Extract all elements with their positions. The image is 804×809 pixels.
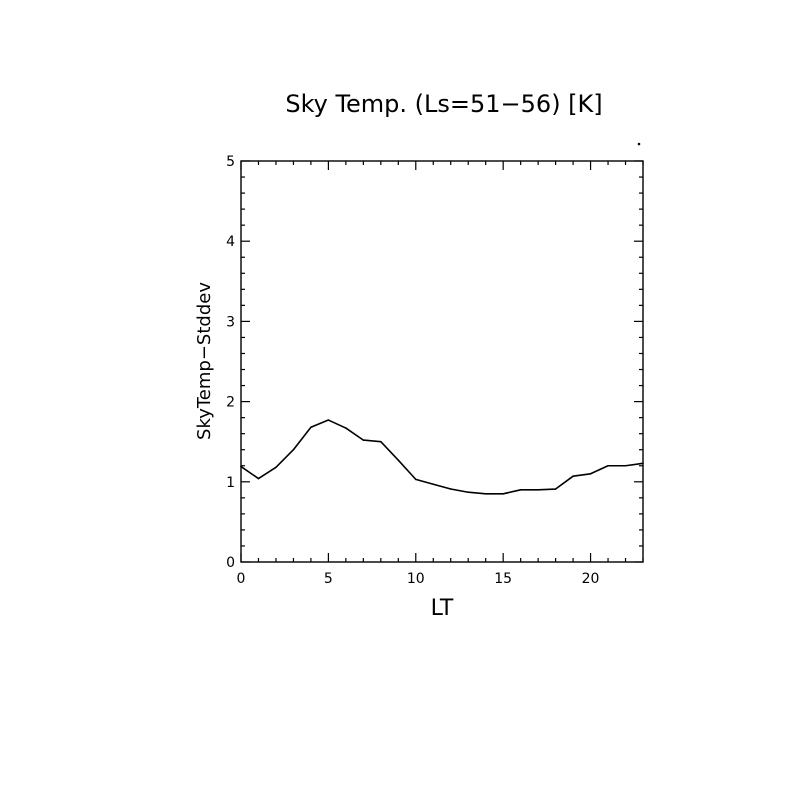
y-tick-label: 5 — [226, 154, 235, 170]
data-point — [502, 493, 504, 495]
x-tick-label: 20 — [582, 571, 600, 587]
plot-frame — [240, 160, 644, 563]
axis-ticks — [240, 160, 644, 563]
data-point — [484, 493, 487, 495]
y-tick-label: 2 — [226, 395, 235, 411]
y-axis-label: SkyTemp−Stddev — [194, 282, 215, 440]
series-group — [240, 419, 644, 495]
data-point — [362, 439, 365, 441]
data-point — [257, 477, 260, 480]
data-point — [327, 419, 330, 421]
data-point — [397, 459, 400, 461]
data-point — [432, 483, 435, 486]
tick-labels: 0 5 10 15 20 0 1 2 3 4 5 — [226, 154, 599, 587]
data-point — [275, 466, 277, 469]
data-point — [572, 475, 574, 477]
corner-dot-marker — [637, 142, 641, 146]
y-tick-label: 0 — [226, 555, 235, 571]
chart-title: Sky Temp. (Ls=51−56) [K] — [285, 90, 602, 118]
data-point — [292, 448, 295, 451]
y-tick-label: 1 — [226, 475, 235, 491]
y-tick-label: 3 — [226, 314, 235, 330]
data-point — [467, 491, 470, 494]
data-point — [519, 489, 522, 491]
x-tick-label: 5 — [324, 571, 333, 587]
data-point — [589, 472, 592, 475]
data-point — [414, 478, 417, 481]
data-point — [607, 464, 609, 467]
data-point — [310, 426, 312, 429]
x-axis-label: LT — [431, 596, 454, 621]
x-tick-label: 15 — [494, 571, 512, 587]
data-point — [537, 489, 539, 491]
data-point — [345, 427, 347, 429]
data-point — [624, 464, 627, 467]
x-tick-label: 0 — [237, 571, 246, 587]
data-point — [380, 440, 382, 443]
data-point — [642, 462, 644, 465]
data-point — [240, 465, 242, 468]
series-line-0 — [240, 419, 644, 495]
y-tick-label: 4 — [226, 234, 235, 250]
data-point — [449, 488, 452, 490]
data-point — [554, 488, 557, 490]
x-tick-label: 10 — [407, 571, 425, 587]
